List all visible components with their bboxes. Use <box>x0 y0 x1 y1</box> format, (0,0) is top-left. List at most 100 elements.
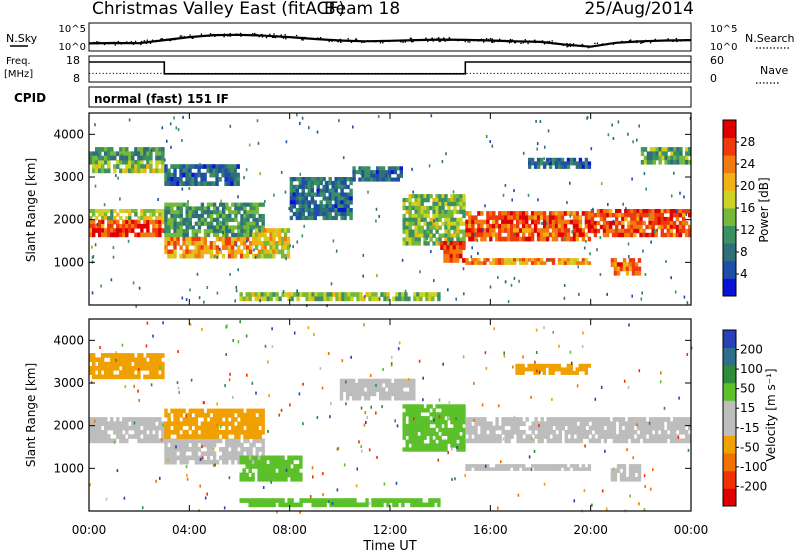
heatmap-cell <box>628 476 633 482</box>
heatmap-speckle <box>280 408 283 412</box>
heatmap-speckle <box>522 355 524 359</box>
heatmap-cell <box>104 421 108 427</box>
heatmap-cell <box>411 423 415 429</box>
heatmap-cell <box>645 429 650 435</box>
colorbar-segment <box>723 120 736 138</box>
heatmap-cell <box>200 245 204 250</box>
nsky-point <box>432 40 435 42</box>
heatmap-cell <box>179 164 183 169</box>
heatmap-cell <box>203 412 208 418</box>
heatmap-cell <box>413 498 417 503</box>
heatmap-cell <box>435 443 439 448</box>
heatmap-cell <box>425 296 429 302</box>
heatmap-cell <box>263 245 267 250</box>
heatmap-cell <box>432 439 436 444</box>
heatmap-speckle <box>564 237 566 241</box>
heatmap-cell <box>246 434 250 439</box>
heatmap-cell <box>319 188 323 193</box>
nsky-point <box>567 45 570 47</box>
heatmap-cell <box>468 464 472 468</box>
heatmap-cell <box>146 216 150 221</box>
heatmap-cell <box>298 211 302 217</box>
heatmap-cell <box>245 292 249 297</box>
heatmap-cell <box>423 194 427 199</box>
heatmap-cell <box>260 455 264 461</box>
heatmap-cell <box>191 232 195 238</box>
heatmap-cell <box>215 229 220 234</box>
heatmap-cell <box>98 425 102 431</box>
heatmap-cell <box>140 365 144 371</box>
heatmap-cell <box>203 172 207 178</box>
heatmap-cell <box>222 447 226 452</box>
heatmap-cell <box>252 236 256 242</box>
heatmap-cell <box>414 194 418 199</box>
heatmap-cell <box>453 420 457 425</box>
heatmap-cell <box>128 417 132 422</box>
heatmap-speckle <box>181 139 183 142</box>
nsky-point <box>117 40 120 43</box>
heatmap-cell <box>243 232 247 238</box>
heatmap-cell <box>363 383 368 388</box>
heatmap-cell <box>92 370 96 375</box>
heatmap-cell <box>441 443 445 448</box>
nsky-point <box>375 41 377 43</box>
heatmap-cell <box>146 164 150 169</box>
heatmap-cell <box>237 434 241 439</box>
heatmap-cell <box>528 215 532 221</box>
heatmap-cell <box>498 258 502 262</box>
heatmap-cell <box>453 205 457 211</box>
heatmap-cell <box>633 224 637 230</box>
heatmap-cell <box>658 159 662 165</box>
heatmap-cell <box>459 194 463 199</box>
heatmap-cell <box>173 229 177 234</box>
heatmap-cell <box>319 192 323 197</box>
heatmap-cell <box>615 209 619 214</box>
heatmap-cell <box>590 216 595 222</box>
heatmap-cell <box>188 417 192 422</box>
heatmap-cell <box>642 421 647 427</box>
heatmap-cell <box>441 201 445 207</box>
heatmap-cell <box>615 417 620 422</box>
heatmap-cell <box>219 455 223 461</box>
heatmap-cell <box>269 498 273 503</box>
heatmap-cell <box>584 157 589 162</box>
heatmap-cell <box>170 172 174 178</box>
heatmap-cell <box>104 370 108 375</box>
heatmap-cell <box>441 431 445 436</box>
heatmap-cell <box>182 168 186 174</box>
heatmap-cell <box>258 217 262 222</box>
heatmap-cell <box>249 421 253 427</box>
heatmap-cell <box>289 180 294 186</box>
nsky-point <box>373 40 375 43</box>
heatmap-cell <box>426 233 430 238</box>
heatmap-cell <box>332 502 336 508</box>
heatmap-cell <box>600 417 605 422</box>
nsky-point <box>280 34 283 36</box>
heatmap-cell <box>675 213 680 218</box>
heatmap-cell <box>170 451 174 456</box>
heatmap-cell <box>125 365 129 371</box>
nsky-point <box>522 42 524 44</box>
heatmap-cell <box>658 155 662 161</box>
heatmap-cell <box>455 249 460 255</box>
heatmap-speckle <box>94 123 96 127</box>
nsky-point <box>159 39 162 42</box>
heatmap-cell <box>486 438 490 444</box>
heatmap-cell <box>536 363 540 368</box>
heatmap-cell <box>116 374 120 380</box>
heatmap-speckle <box>612 467 615 471</box>
heatmap-cell <box>113 151 117 157</box>
heatmap-cell <box>131 374 135 380</box>
heatmap-cell <box>353 502 357 508</box>
heatmap-cell <box>185 421 189 427</box>
heatmap-cell <box>295 211 299 217</box>
heatmap-cell <box>263 476 267 482</box>
heatmap-cell <box>585 421 589 427</box>
heatmap-speckle <box>170 145 172 149</box>
heatmap-cell <box>92 219 96 225</box>
nsky-point <box>514 41 517 44</box>
heatmap-cell <box>236 236 241 242</box>
heatmap-cell <box>101 374 105 380</box>
heatmap-cell <box>630 429 635 435</box>
heatmap-cell <box>379 391 383 397</box>
